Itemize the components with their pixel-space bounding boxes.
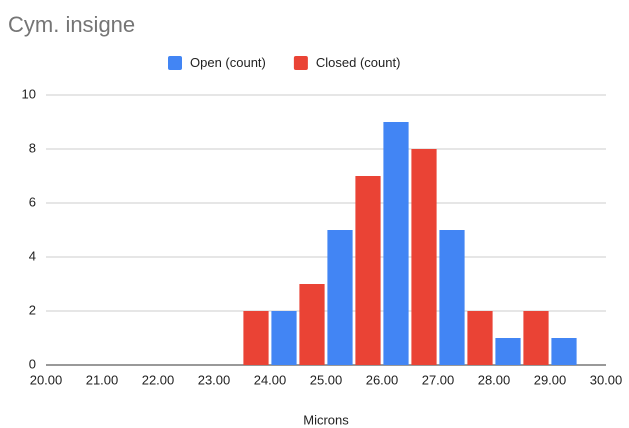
legend-swatch (293, 56, 308, 70)
x-tick-label: 28.00 (478, 372, 511, 387)
bar (327, 230, 353, 365)
x-tick-label: 26.00 (366, 372, 399, 387)
x-tick-label: 29.00 (534, 372, 567, 387)
bar (439, 230, 465, 365)
bar (383, 122, 409, 365)
bar (299, 284, 325, 365)
x-tick-label: 21.00 (86, 372, 119, 387)
bar (355, 176, 381, 365)
x-tick-label: 20.00 (30, 372, 63, 387)
legend-label: Open (count) (190, 55, 266, 70)
bar (411, 149, 437, 365)
x-tick-label: 27.00 (422, 372, 455, 387)
legend-swatch (168, 56, 182, 70)
bar (271, 311, 297, 365)
x-axis-label: Microns (303, 412, 349, 427)
bar (495, 338, 521, 365)
legend-label: Closed (count) (316, 55, 401, 70)
x-tick-label: 30.00 (590, 372, 623, 387)
x-tick-label: 25.00 (310, 372, 343, 387)
y-tick-label: 6 (29, 194, 36, 209)
y-tick-label: 0 (29, 356, 36, 371)
bar (551, 338, 577, 365)
x-tick-label: 23.00 (198, 372, 231, 387)
y-tick-label: 2 (29, 302, 36, 317)
bar (243, 311, 269, 365)
bar (467, 311, 493, 365)
x-tick-label: 24.00 (254, 372, 287, 387)
x-tick-label: 22.00 (142, 372, 175, 387)
bar (523, 311, 549, 365)
y-tick-label: 10 (22, 86, 36, 101)
y-tick-label: 4 (29, 248, 36, 263)
chart-title: Cym. insigne (8, 12, 135, 37)
y-tick-label: 8 (29, 140, 36, 155)
